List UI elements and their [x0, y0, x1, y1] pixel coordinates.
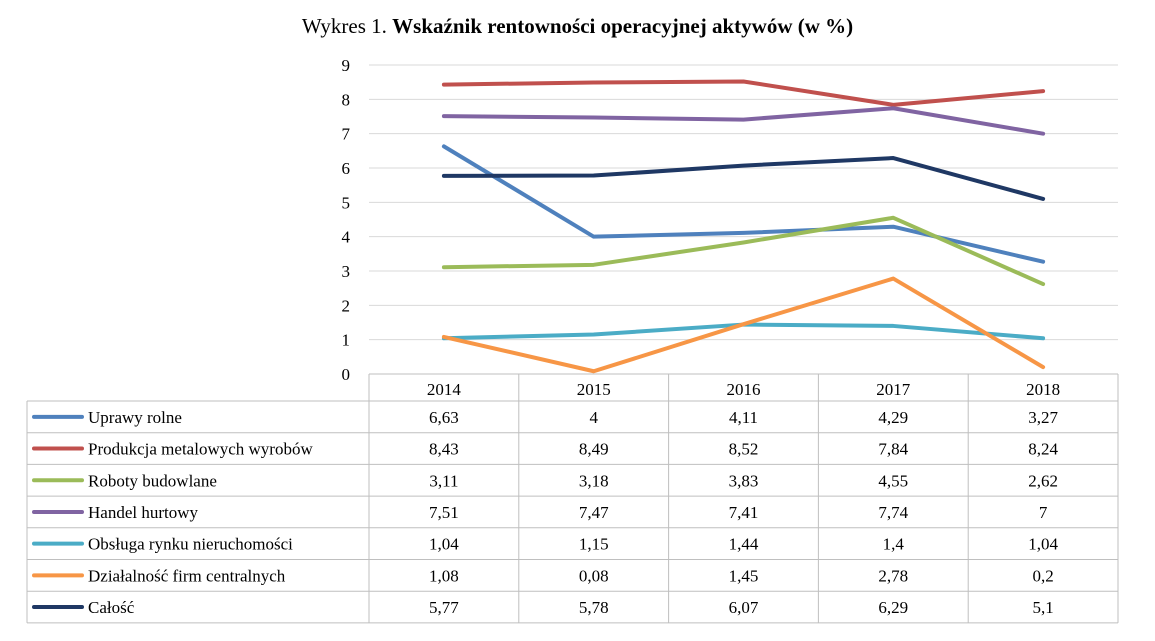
- data-value: 3,83: [729, 471, 759, 490]
- y-tick-label: 7: [342, 125, 351, 144]
- series-name: Obsługa rynku nieruchomości: [88, 535, 293, 554]
- data-value: 1,4: [883, 535, 905, 554]
- y-tick-label: 6: [342, 159, 351, 178]
- series-name: Roboty budowlane: [88, 471, 217, 490]
- data-value: 7,51: [429, 503, 459, 522]
- data-value: 7,41: [729, 503, 759, 522]
- data-value: 1,04: [1028, 535, 1058, 554]
- y-tick-label: 2: [342, 296, 351, 315]
- series-name: Handel hurtowy: [88, 503, 199, 522]
- data-value: 8,49: [579, 440, 609, 459]
- y-tick-label: 5: [342, 193, 351, 212]
- data-value: 3,18: [579, 471, 609, 490]
- series-name: Całość: [88, 598, 135, 617]
- data-value: 8,52: [729, 440, 759, 459]
- series-line: [441, 106, 1046, 136]
- y-tick-label: 1: [342, 331, 351, 350]
- chart-title: Wykres 1. Wskaźnik rentowności operacyjn…: [0, 14, 1155, 39]
- y-tick-label: 3: [342, 262, 351, 281]
- chart-title-prefix: Wykres 1.: [301, 14, 387, 38]
- data-value: 5,78: [579, 598, 609, 617]
- category-label: 2017: [876, 380, 911, 399]
- category-label: 2014: [427, 380, 462, 399]
- series-line: [441, 79, 1046, 107]
- data-value: 6,63: [429, 408, 459, 427]
- y-tick-label: 8: [342, 90, 351, 109]
- series-line: [441, 156, 1046, 201]
- data-value: 6,07: [729, 598, 759, 617]
- chart-title-main: Wskaźnik rentowności operacyjnej aktywów…: [392, 14, 854, 38]
- data-value: 1,45: [729, 566, 759, 585]
- series-name: Uprawy rolne: [88, 408, 182, 427]
- y-tick-label: 9: [342, 56, 351, 75]
- y-tick-label: 0: [342, 365, 351, 384]
- category-label: 2016: [727, 380, 761, 399]
- data-value: 4: [589, 408, 598, 427]
- data-value: 1,44: [729, 535, 759, 554]
- data-value: 2,78: [878, 566, 908, 585]
- series-line: [441, 322, 1046, 341]
- data-value: 4,29: [878, 408, 908, 427]
- data-value: 5,77: [429, 598, 459, 617]
- category-label: 2015: [577, 380, 611, 399]
- data-value: 1,08: [429, 566, 459, 585]
- data-value: 8,43: [429, 440, 459, 459]
- data-value: 8,24: [1028, 440, 1058, 459]
- data-value: 1,04: [429, 535, 459, 554]
- series-name: Produkcja metalowych wyrobów: [88, 440, 313, 459]
- data-value: 0,2: [1032, 566, 1053, 585]
- series-name: Działalność firm centralnych: [88, 566, 286, 585]
- data-value: 4,55: [878, 471, 908, 490]
- data-value: 7: [1039, 503, 1048, 522]
- data-value: 3,11: [429, 471, 458, 490]
- data-value: 7,84: [878, 440, 908, 459]
- data-value: 7,74: [878, 503, 908, 522]
- series-line: [441, 276, 1046, 374]
- data-value: 4,11: [729, 408, 758, 427]
- data-value: 0,08: [579, 566, 609, 585]
- data-value: 5,1: [1032, 598, 1053, 617]
- y-tick-label: 4: [342, 228, 351, 247]
- data-value: 6,29: [878, 598, 908, 617]
- category-label: 2018: [1026, 380, 1060, 399]
- data-value: 7,47: [579, 503, 609, 522]
- data-value: 2,62: [1028, 471, 1058, 490]
- data-value: 3,27: [1028, 408, 1058, 427]
- data-value: 1,15: [579, 535, 609, 554]
- series-line: [441, 215, 1046, 287]
